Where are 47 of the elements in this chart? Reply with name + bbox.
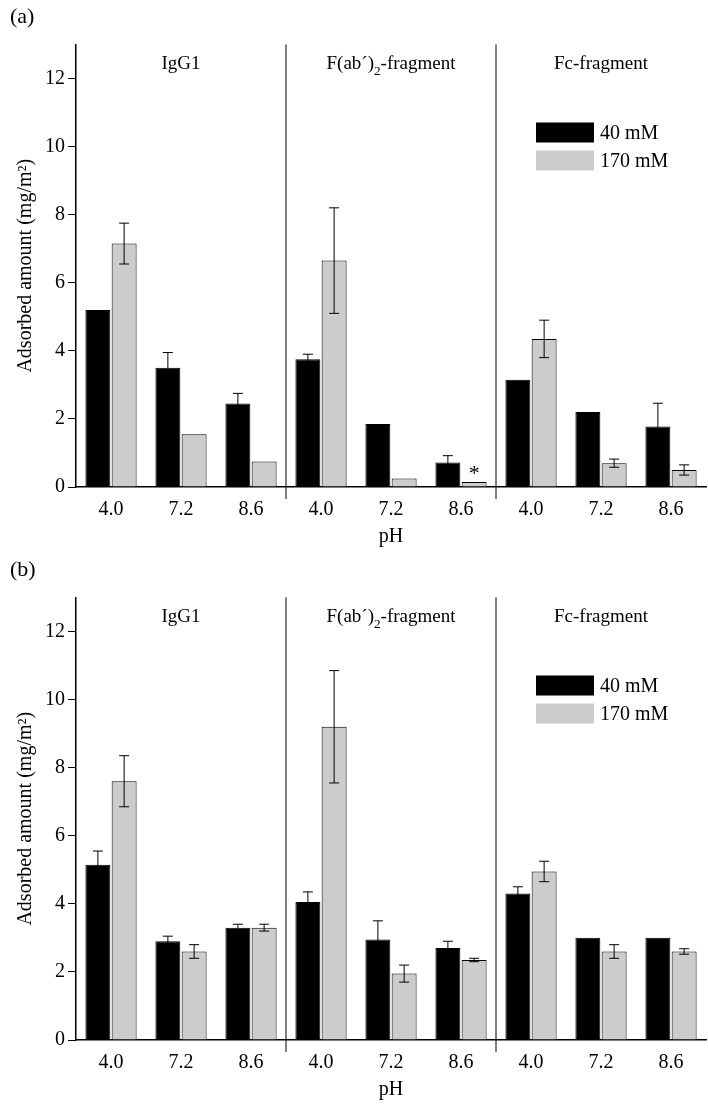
x-axis-title: pH <box>378 524 404 548</box>
x-tick-label: 7.2 <box>378 497 404 520</box>
x-tick-label: 7.2 <box>168 497 194 520</box>
chart-title: (a) <box>10 2 35 28</box>
x-tick-label: 4.0 <box>518 497 544 520</box>
annotation: Fc-fragment <box>554 605 649 627</box>
x-tick-label: 8.6 <box>238 1050 264 1073</box>
y-tick-label: 0 <box>55 1027 65 1050</box>
annotation: * <box>468 459 480 485</box>
y-tick-label: 6 <box>55 822 65 845</box>
y-tick-label: 2 <box>55 406 65 429</box>
annotation: IgG1 <box>161 52 201 74</box>
y-axis-title: Adsorbed amount (mg/m²) <box>13 711 37 926</box>
x-tick-label: 8.6 <box>238 497 264 520</box>
y-tick-label: 4 <box>55 891 65 914</box>
annotation: IgG1 <box>161 605 201 627</box>
x-tick-label: 4.0 <box>98 497 124 520</box>
x-tick-label: 8.6 <box>658 497 684 520</box>
x-tick-label: 4.0 <box>308 1050 334 1073</box>
x-tick-label: 7.2 <box>378 1050 404 1073</box>
y-tick-label: 12 <box>45 65 65 88</box>
x-tick-label: 4.0 <box>308 497 334 520</box>
x-tick-label: 4.0 <box>518 1050 544 1073</box>
legend-label: 170 mM <box>600 148 669 171</box>
y-tick-label: 10 <box>45 686 65 709</box>
y-tick-label: 12 <box>45 618 65 641</box>
annotation: Fc-fragment <box>554 52 649 74</box>
y-tick-label: 8 <box>55 754 65 777</box>
x-tick-label: 4.0 <box>98 1050 124 1073</box>
x-axis-title: pH <box>378 1077 404 1101</box>
legend-label: 170 mM <box>600 701 669 724</box>
x-tick-label: 7.2 <box>168 1050 194 1073</box>
x-tick-label: 7.2 <box>588 497 614 520</box>
x-tick-label: 8.6 <box>658 1050 684 1073</box>
y-tick-label: 4 <box>55 338 65 361</box>
y-tick-label: 10 <box>45 133 65 156</box>
y-axis-title: Adsorbed amount (mg/m²) <box>13 158 37 373</box>
y-tick-label: 0 <box>55 474 65 497</box>
legend-label: 40 mM <box>600 673 659 696</box>
legend-label: 40 mM <box>600 120 659 143</box>
y-tick-label: 6 <box>55 269 65 292</box>
y-tick-label: 8 <box>55 201 65 224</box>
y-tick-label: 2 <box>55 959 65 982</box>
chart-title: (b) <box>10 555 36 581</box>
x-tick-label: 8.6 <box>448 1050 474 1073</box>
x-tick-label: 7.2 <box>588 1050 614 1073</box>
x-tick-label: 8.6 <box>448 497 474 520</box>
